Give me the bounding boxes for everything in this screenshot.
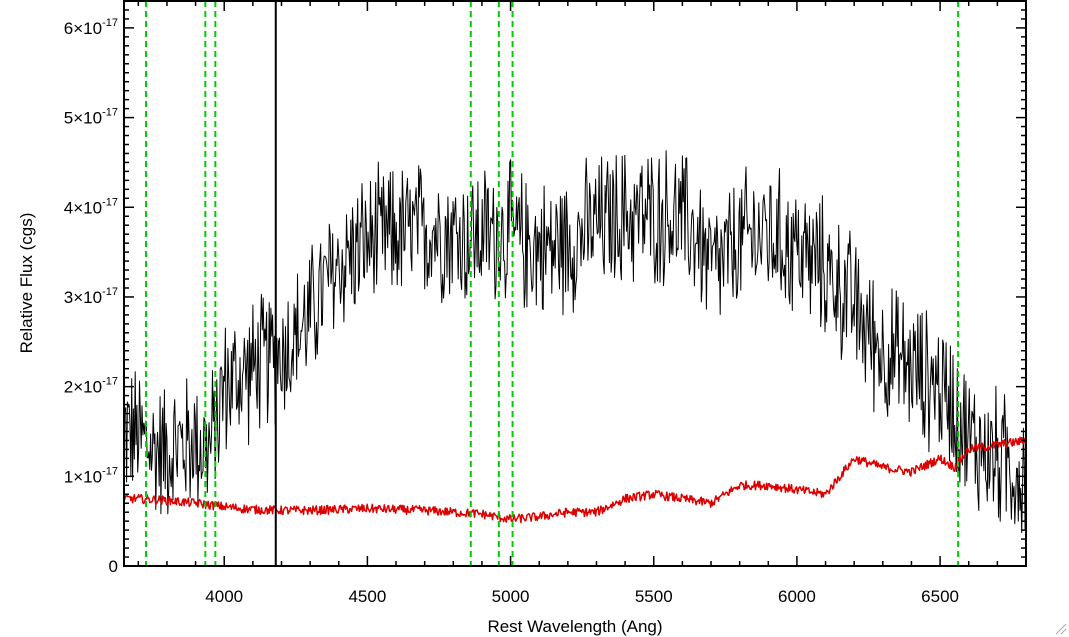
- x-tick-label: 4000: [205, 587, 243, 606]
- series-error: [124, 436, 1026, 524]
- x-tick-label: 5000: [492, 587, 530, 606]
- series-spectrum: [124, 150, 1026, 534]
- resize-grip-icon[interactable]: [1053, 621, 1067, 635]
- plot-area: [124, 1, 1026, 566]
- y-tick-label: 1×10-17: [64, 465, 118, 486]
- y-tick-label: 4×10-17: [64, 196, 118, 217]
- y-tick-label: 3×10-17: [64, 286, 118, 307]
- x-tick-label: 5500: [635, 587, 673, 606]
- y-tick-label: 5×10-17: [64, 107, 118, 128]
- x-tick-label: 6000: [778, 587, 816, 606]
- axis-ticks: [124, 1, 1027, 567]
- x-tick-label: 6500: [921, 587, 959, 606]
- y-tick-labels: 0 1×10-17 2×10-17 3×10-17 4×10-17 5×10-17 6×10…: [64, 17, 118, 576]
- x-tick-label: 4500: [348, 587, 386, 606]
- plot-frame: [123, 0, 1027, 567]
- x-tick-labels: 4000 4500 5000 5500 6000 6500: [205, 587, 959, 606]
- x-axis-label: Rest Wavelength (Ang): [487, 617, 662, 636]
- y-axis-label: Relative Flux (cgs): [17, 213, 36, 354]
- y-tick-label: 2×10-17: [64, 376, 118, 397]
- y-tick-label: 6×10-17: [64, 17, 118, 38]
- y-tick-label: 0: [109, 557, 118, 576]
